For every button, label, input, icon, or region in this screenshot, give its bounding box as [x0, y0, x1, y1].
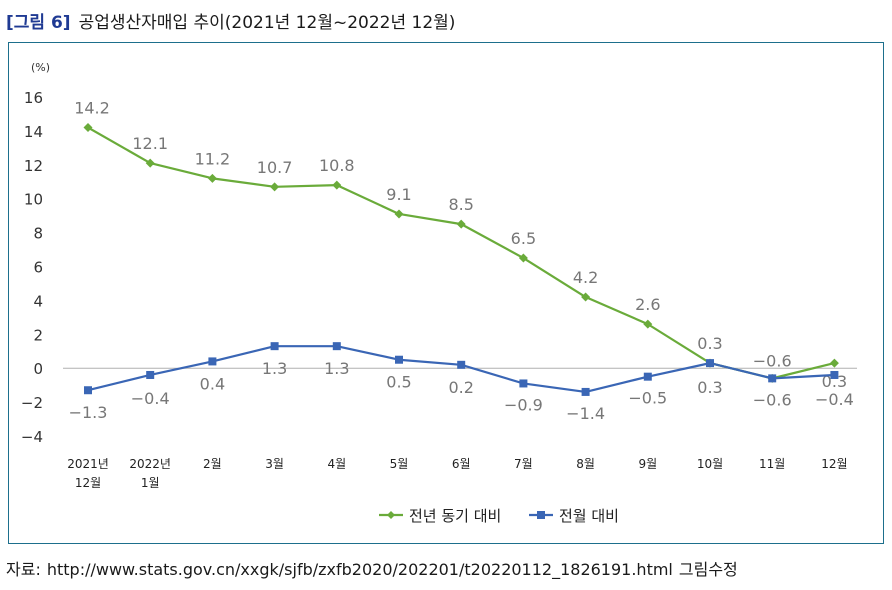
- x-tick-label: 12월: [821, 457, 847, 471]
- series-1-point: [518, 253, 528, 263]
- y-tick-label: 2: [33, 326, 43, 344]
- chart-frame: (%) 16 14 12 10 8 6 4 2 0 −2 −4 2021년 12월 2022년 1월 2월 3월 4…: [8, 42, 884, 544]
- x-tick-label: 5월: [390, 457, 409, 471]
- data-label: 1.3: [324, 359, 349, 378]
- y-tick-label: 10: [24, 191, 43, 209]
- series-1-point: [83, 123, 93, 133]
- x-tick-label: 9월: [638, 457, 657, 471]
- series-1-point: [270, 182, 280, 192]
- series-2-point: [146, 370, 155, 379]
- x-tick-label: 8월: [576, 457, 595, 471]
- figure-title-text: 공업생산자매입 추이(2021년 12월~2022년 12월): [78, 13, 456, 33]
- series-1-point: [456, 219, 466, 229]
- x-tick-label: 2022년: [129, 457, 171, 471]
- y-tick-label: 14: [24, 123, 43, 141]
- x-tick-label: 6월: [452, 457, 471, 471]
- data-label: 12.1: [132, 134, 168, 153]
- x-tick-label: 2월: [203, 457, 222, 471]
- series-2-point: [581, 387, 590, 396]
- series-2-point: [830, 370, 839, 379]
- series-1-point: [643, 319, 653, 329]
- data-label: 10.7: [257, 158, 293, 177]
- data-label: 0.2: [448, 378, 473, 397]
- data-label: 0.5: [386, 373, 411, 392]
- series-1-point: [207, 173, 217, 183]
- series-2-point: [270, 342, 279, 351]
- legend-label-2: 전월 대비: [559, 507, 619, 525]
- series-2-point: [706, 359, 714, 368]
- data-label: 0.4: [200, 374, 225, 393]
- series-1-point: [394, 209, 404, 219]
- source-url[interactable]: http://www.stats.gov.cn/xxgk/sjfb/zxfb20…: [46, 560, 673, 579]
- data-label: −0.5: [628, 389, 667, 408]
- x-tick-label: 4월: [327, 457, 346, 471]
- data-label: −0.9: [504, 395, 543, 414]
- x-tick-label: 7월: [514, 457, 533, 471]
- legend-label-1: 전년 동기 대비: [409, 507, 501, 525]
- data-label: −0.4: [815, 390, 854, 409]
- series-2-point: [519, 379, 528, 388]
- data-label: −0.4: [131, 389, 170, 408]
- y-unit-label: (%): [31, 61, 50, 74]
- y-tick-label: −2: [21, 394, 43, 412]
- data-label: 11.2: [195, 149, 231, 168]
- data-label: 0.3: [697, 334, 722, 353]
- data-label: 14.2: [74, 99, 110, 118]
- x-tick-label: 3월: [265, 457, 284, 471]
- series-2-point: [208, 357, 217, 366]
- x-tick-label: 11월: [759, 457, 785, 471]
- source-line: 자료: http://www.stats.gov.cn/xxgk/sjfb/zxf…: [6, 556, 744, 580]
- data-label: 1.3: [262, 359, 287, 378]
- x-tick-label: 2021년: [67, 457, 109, 471]
- data-label: 2.6: [635, 295, 660, 314]
- data-label: 0.3: [822, 372, 847, 391]
- y-tick-label: 16: [24, 89, 43, 107]
- series-2-point: [395, 355, 403, 364]
- line-chart: (%) 16 14 12 10 8 6 4 2 0 −2 −4 2021년 12월 2022년 1월 2월 3월 4…: [21, 61, 857, 525]
- y-tick-label: 8: [33, 225, 43, 243]
- x-tick-label: 1월: [141, 476, 160, 490]
- data-label: −1.3: [69, 403, 108, 422]
- source-label: 자료:: [6, 560, 41, 579]
- series-1-point: [829, 358, 839, 368]
- series-2-point: [457, 360, 466, 369]
- figure-number: [그림 6]: [6, 13, 71, 33]
- series-2-point: [643, 372, 652, 381]
- data-label: 4.2: [573, 268, 598, 287]
- data-label: 8.5: [448, 195, 473, 214]
- data-label: −0.6: [753, 351, 792, 370]
- figure-title: [그림 6] 공업생산자매입 추이(2021년 12월~2022년 12월): [6, 8, 455, 33]
- series-1-point: [581, 292, 591, 302]
- y-tick-label: 4: [33, 292, 43, 310]
- series-2-point: [768, 374, 777, 383]
- x-tick-label: 12월: [75, 476, 101, 490]
- series-1-point: [145, 158, 155, 168]
- data-label: 9.1: [386, 185, 411, 204]
- y-tick-label: 0: [33, 360, 43, 378]
- data-label: 0.3: [697, 378, 722, 397]
- series-2-point: [332, 342, 341, 351]
- data-label: −0.6: [753, 390, 792, 409]
- y-tick-label: 12: [24, 157, 43, 175]
- x-tick-label: 10월: [697, 457, 723, 471]
- series-2-point: [84, 386, 92, 395]
- legend-marker-1: [387, 511, 395, 519]
- data-label: 10.8: [319, 156, 355, 175]
- y-tick-label: −4: [21, 428, 43, 446]
- data-label: −1.4: [566, 404, 605, 423]
- source-note: 그림수정: [678, 560, 738, 579]
- legend-marker-2: [537, 511, 545, 519]
- data-label: 6.5: [511, 229, 536, 248]
- series-1-point: [332, 180, 342, 190]
- y-tick-label: 6: [33, 259, 43, 277]
